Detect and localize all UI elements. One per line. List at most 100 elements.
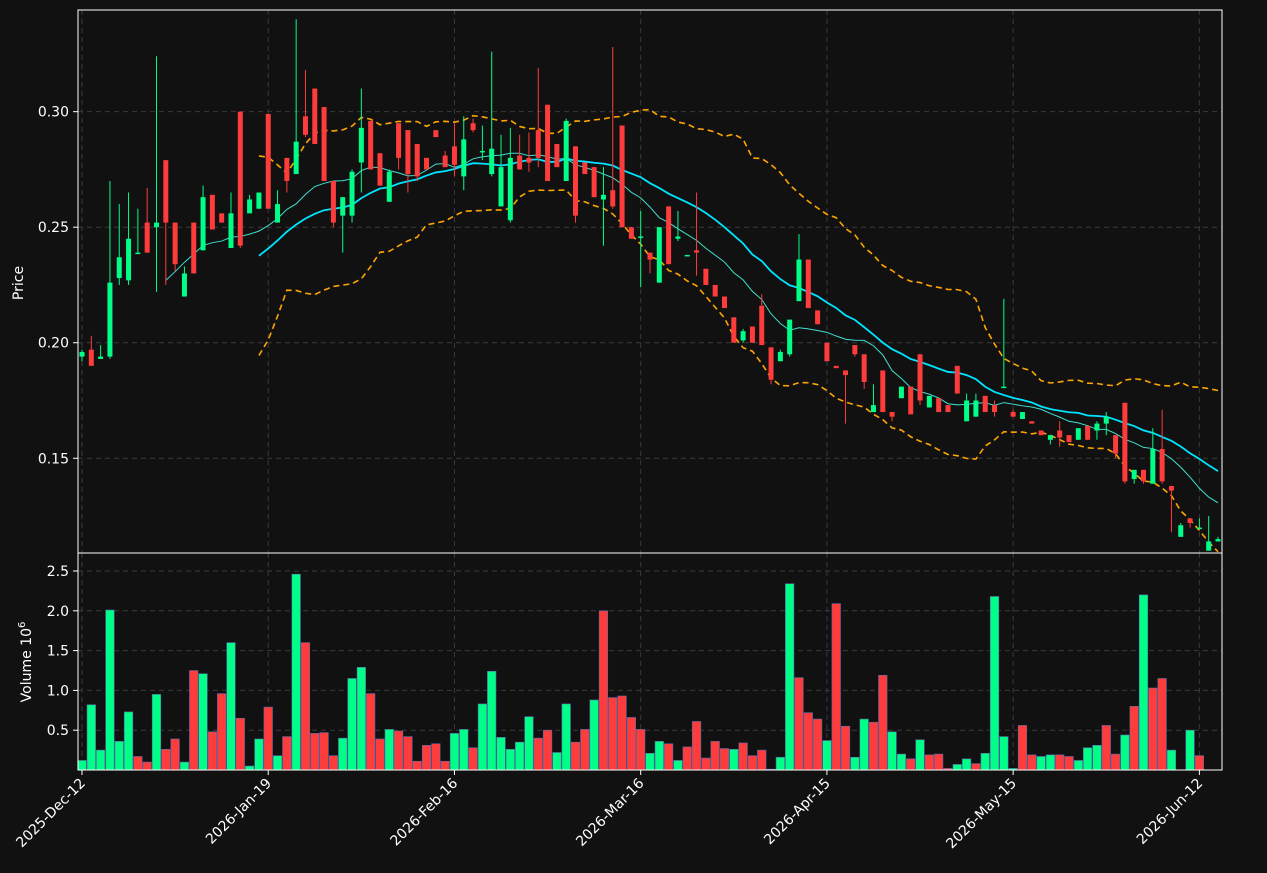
upper-band-line <box>258 108 1219 392</box>
volume-bar <box>710 741 720 771</box>
volume-bar <box>1166 749 1177 771</box>
candle-body <box>293 141 299 175</box>
price-tick-label: 0.15 <box>38 451 69 467</box>
volume-bar <box>664 743 674 771</box>
price-tick-label: 0.30 <box>38 105 69 121</box>
candle-body <box>889 412 895 417</box>
candle-body <box>1168 485 1174 491</box>
volume-axis-label: Volume 106 <box>17 622 35 703</box>
volume-bar <box>589 699 599 771</box>
volume-bar <box>803 712 813 771</box>
candle-body <box>405 130 411 175</box>
candle-body <box>1141 469 1147 482</box>
volume-panel-frame <box>77 552 1223 771</box>
candle-body <box>1047 435 1053 440</box>
volume-bar <box>96 749 106 771</box>
candle-body <box>451 146 457 165</box>
candle-body <box>861 354 867 383</box>
volume-bar <box>515 741 525 771</box>
candle-body <box>358 127 364 163</box>
volume-bar <box>328 755 338 771</box>
candle-body <box>470 123 476 131</box>
volume-bar <box>421 745 432 771</box>
candle-body <box>898 386 904 399</box>
slow-moving-average-line <box>258 157 1219 472</box>
candle-body <box>973 400 979 417</box>
candle-body <box>954 365 960 394</box>
candle-body <box>1103 416 1109 424</box>
candle-body <box>126 238 132 281</box>
candle-body <box>843 370 849 376</box>
volume-bar <box>878 674 888 771</box>
candle-body <box>796 259 802 302</box>
volume-bar <box>850 756 860 771</box>
volume-bar <box>1185 729 1195 771</box>
lower-band-line <box>258 189 1219 553</box>
candle-body <box>479 150 485 153</box>
volume-bar <box>682 746 692 771</box>
volume-bar <box>1194 755 1204 771</box>
volume-bar <box>580 729 590 771</box>
volume-tick-label: 2.0 <box>47 604 69 620</box>
candle-body <box>1150 449 1156 484</box>
volume-bar <box>431 743 441 771</box>
candle-body <box>908 386 914 415</box>
candle-body <box>498 167 504 207</box>
volume-bar <box>1129 706 1139 771</box>
volume-bar <box>282 736 292 771</box>
price-tick-label: 0.25 <box>38 220 69 236</box>
candle-body <box>1215 539 1221 542</box>
candle-body <box>1159 449 1165 482</box>
candle-body <box>1113 435 1119 454</box>
candle-body <box>945 405 951 413</box>
candle-body <box>684 254 690 257</box>
volume-bar <box>496 737 506 771</box>
volume-bar <box>1055 754 1065 771</box>
volume-bar <box>77 760 87 771</box>
candle-body <box>107 282 113 357</box>
candle-body <box>647 252 653 260</box>
candle-body <box>1094 423 1100 431</box>
candle-body <box>349 171 355 216</box>
candle-body <box>116 257 122 279</box>
volume-bar <box>906 758 916 771</box>
volume-bar <box>440 760 450 771</box>
volume-bar <box>868 721 879 771</box>
volume-bar <box>598 610 609 771</box>
candle-body <box>582 162 588 175</box>
volume-bar <box>505 749 515 771</box>
candle-body <box>386 171 392 202</box>
volume-bar <box>542 729 553 771</box>
volume-bar <box>449 733 460 771</box>
volume-bar <box>459 729 469 771</box>
candle-body <box>461 139 467 177</box>
volume-bar <box>1027 754 1037 771</box>
volume-bar <box>915 739 925 771</box>
candle-body <box>1029 421 1035 424</box>
volume-bar <box>934 753 944 771</box>
candle-body <box>489 148 495 175</box>
volume-tick-label: 1.5 <box>47 644 69 660</box>
volume-bar <box>226 642 236 771</box>
candle-body <box>228 213 234 248</box>
candle-body <box>936 398 942 413</box>
volume-bar <box>412 760 422 771</box>
candle-body <box>638 236 644 238</box>
candle-body <box>1085 425 1091 440</box>
candle-body <box>787 319 793 355</box>
candle-body <box>172 222 178 265</box>
volume-bar <box>179 761 190 771</box>
candle-body <box>675 236 681 239</box>
volume-bar <box>1045 754 1055 771</box>
volume-bar <box>114 741 124 771</box>
candle-body <box>256 192 262 209</box>
candle-body <box>396 123 402 158</box>
candle-body <box>517 155 523 170</box>
candle-body <box>721 296 727 309</box>
volume-bar <box>487 670 497 771</box>
candle-body <box>368 120 374 170</box>
volume-bar <box>245 765 255 771</box>
volume-bar <box>477 703 487 771</box>
volume-bar <box>319 732 329 771</box>
volume-bar <box>347 678 357 771</box>
